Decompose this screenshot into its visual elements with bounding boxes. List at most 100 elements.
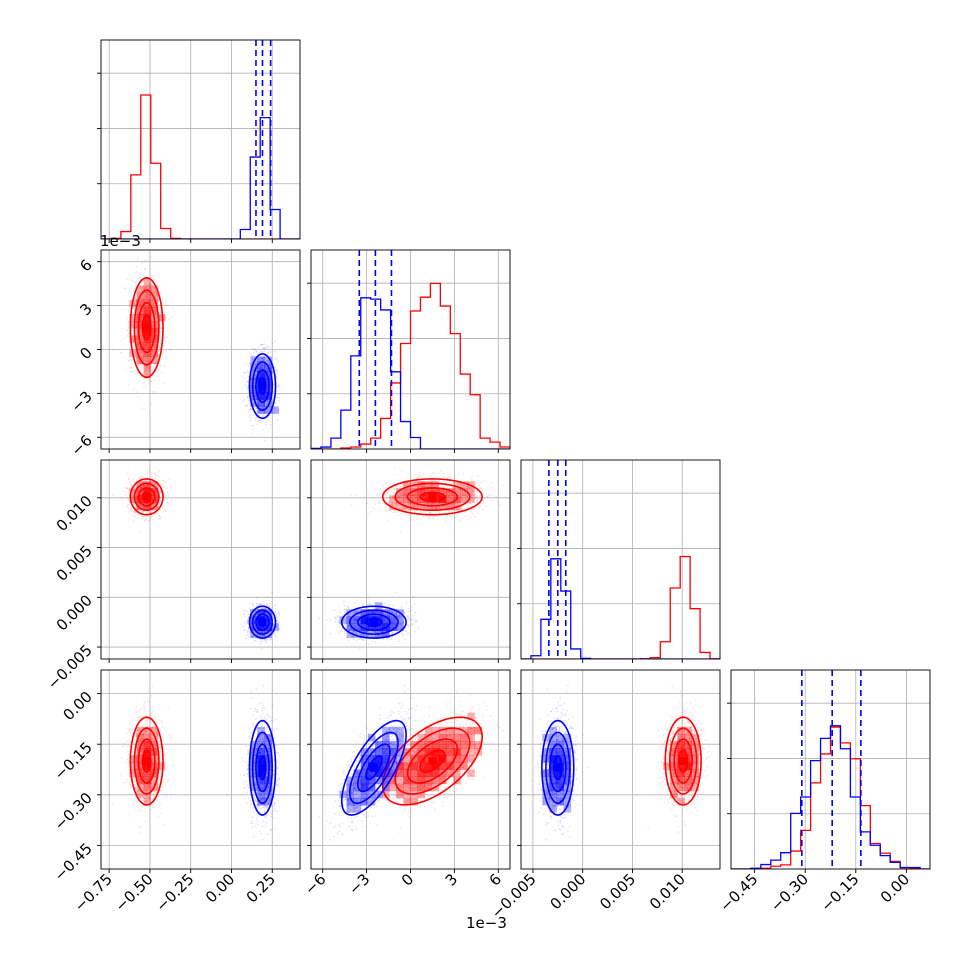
sample-point bbox=[167, 491, 169, 494]
sample-point bbox=[245, 637, 247, 640]
sample-point bbox=[271, 371, 274, 374]
sample-point bbox=[145, 472, 147, 475]
sample-point bbox=[464, 484, 466, 487]
sample-point bbox=[260, 647, 263, 650]
sample-point bbox=[245, 609, 247, 612]
sample-point bbox=[140, 505, 142, 508]
sample-point bbox=[267, 614, 269, 616]
sample-point bbox=[161, 479, 163, 482]
sample-point bbox=[256, 411, 259, 413]
sample-point bbox=[276, 630, 279, 633]
sample-point bbox=[266, 359, 269, 362]
density-cell bbox=[250, 363, 258, 372]
sample-point bbox=[139, 352, 142, 354]
sample-point bbox=[153, 343, 155, 346]
sample-point bbox=[131, 491, 134, 493]
sample-point bbox=[138, 287, 141, 290]
sample-point bbox=[262, 347, 265, 350]
sample-point bbox=[167, 329, 169, 332]
sample-point bbox=[152, 347, 154, 350]
sample-point bbox=[274, 350, 277, 352]
sample-point bbox=[152, 509, 154, 511]
density-cell bbox=[150, 349, 159, 358]
sample-point bbox=[365, 502, 368, 504]
sample-point bbox=[262, 414, 265, 416]
density-peak bbox=[258, 618, 267, 627]
sample-point bbox=[146, 357, 149, 360]
sample-point bbox=[140, 486, 142, 489]
sample-point bbox=[275, 620, 278, 623]
sample-point bbox=[134, 297, 136, 300]
sample-point bbox=[243, 377, 246, 379]
sample-point bbox=[133, 388, 135, 391]
sample-point bbox=[247, 629, 249, 631]
sample-point bbox=[147, 283, 150, 286]
sample-point bbox=[129, 366, 132, 369]
sample-point bbox=[162, 482, 165, 485]
sample-point bbox=[261, 632, 264, 634]
sample-point bbox=[243, 371, 245, 374]
sample-point bbox=[268, 414, 271, 417]
sample-point bbox=[447, 509, 450, 512]
sample-point bbox=[263, 638, 266, 641]
sample-point bbox=[378, 494, 380, 496]
sample-point bbox=[262, 607, 264, 610]
sample-point bbox=[137, 482, 140, 485]
sample-point bbox=[277, 623, 280, 625]
sample-point bbox=[166, 336, 168, 338]
sample-point bbox=[397, 497, 399, 499]
sample-point bbox=[154, 484, 157, 487]
sample-point bbox=[153, 472, 156, 474]
contour-line bbox=[137, 301, 156, 354]
sample-point bbox=[451, 486, 454, 489]
sample-point bbox=[146, 515, 149, 517]
sample-point bbox=[478, 486, 481, 489]
sample-point bbox=[149, 367, 151, 370]
sample-point bbox=[467, 486, 469, 488]
sample-point bbox=[140, 297, 143, 300]
sample-point bbox=[146, 470, 149, 472]
density-cell bbox=[143, 356, 152, 365]
sample-point bbox=[255, 637, 258, 640]
sample-point bbox=[247, 627, 250, 630]
scatter-panel-2-1 bbox=[307, 459, 511, 663]
sample-point bbox=[266, 603, 268, 606]
sample-point bbox=[158, 503, 161, 506]
sample-point bbox=[460, 502, 463, 505]
contour-line bbox=[137, 487, 156, 507]
sample-point bbox=[398, 495, 401, 498]
contour-line bbox=[248, 353, 277, 420]
sample-point bbox=[444, 486, 447, 489]
sample-point bbox=[266, 411, 269, 414]
sample-point bbox=[276, 397, 279, 399]
sample-point bbox=[147, 357, 150, 360]
sample-point bbox=[135, 486, 137, 488]
contour-line bbox=[251, 361, 274, 412]
sample-point bbox=[135, 358, 138, 360]
sample-point bbox=[167, 502, 169, 504]
sample-point bbox=[255, 633, 258, 636]
sample-point bbox=[152, 325, 155, 327]
sample-point bbox=[136, 356, 139, 359]
sample-point bbox=[135, 265, 138, 268]
sample-point bbox=[138, 504, 140, 507]
sample-point bbox=[126, 329, 128, 332]
sample-point bbox=[137, 257, 139, 259]
sample-point bbox=[152, 365, 155, 367]
sample-point bbox=[169, 343, 172, 345]
sample-point bbox=[253, 413, 255, 415]
sample-point bbox=[396, 495, 399, 498]
sample-point bbox=[149, 517, 151, 520]
sample-point bbox=[168, 340, 171, 343]
sample-point bbox=[153, 344, 156, 347]
sample-point bbox=[132, 312, 135, 314]
sample-point bbox=[247, 630, 250, 633]
sample-point bbox=[464, 515, 467, 518]
sample-point bbox=[267, 613, 269, 616]
sample-point bbox=[277, 616, 279, 618]
sample-point bbox=[122, 497, 124, 499]
sample-point bbox=[136, 508, 138, 510]
density-cell bbox=[257, 363, 265, 372]
sample-point bbox=[274, 604, 276, 607]
sample-point bbox=[274, 406, 276, 409]
